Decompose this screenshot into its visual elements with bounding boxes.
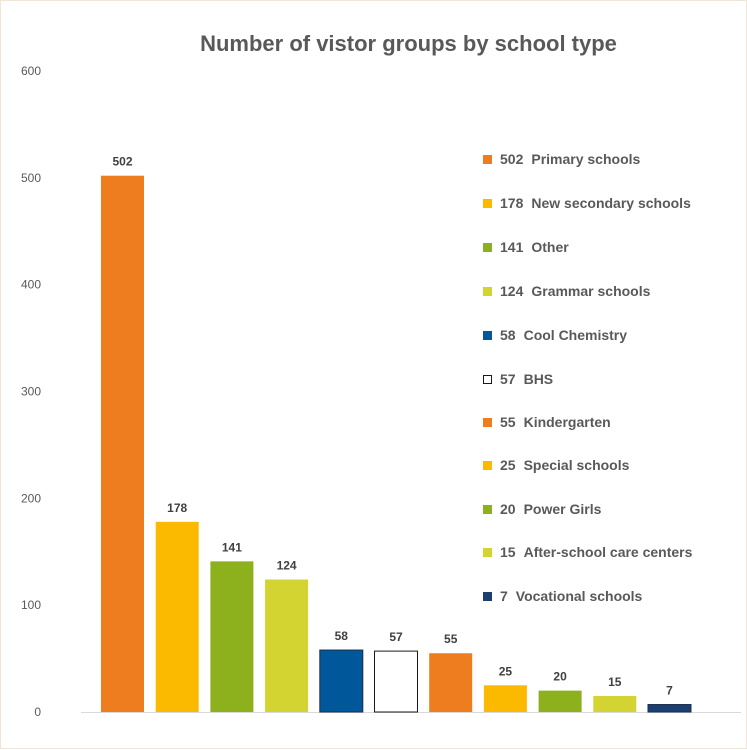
bar <box>155 521 199 712</box>
data-label: 141 <box>222 540 242 554</box>
data-label: 57 <box>389 630 403 644</box>
legend-label: Vocational schools <box>515 588 643 604</box>
legend-item: 502 Primary schools <box>483 149 640 169</box>
legend-value: 141 <box>500 239 524 255</box>
data-label: 20 <box>553 670 567 684</box>
data-label: 25 <box>499 664 513 678</box>
bar <box>483 685 527 712</box>
bar <box>210 561 254 712</box>
legend-swatch <box>483 198 492 208</box>
legend-item: 124 Grammar schools <box>483 281 650 301</box>
legend-swatch <box>483 374 492 384</box>
legend-item: 20 Power Girls <box>483 499 601 519</box>
legend-value: 502 <box>500 151 524 167</box>
bar <box>647 704 692 713</box>
legend-swatch <box>483 330 492 340</box>
legend-label: Kindergarten <box>523 414 611 430</box>
legend-item: 7 Vocational schools <box>483 586 642 606</box>
legend-value: 7 <box>500 588 508 604</box>
bar <box>429 653 473 712</box>
data-label: 58 <box>335 629 349 643</box>
legend-value: 178 <box>500 195 524 211</box>
legend-value: 58 <box>500 327 516 343</box>
legend-label: Cool Chemistry <box>523 327 628 343</box>
y-tick-label: 100 <box>21 598 41 612</box>
chart-title: Number of vistor groups by school type <box>200 31 617 56</box>
legend-item: 57 BHS <box>483 369 553 389</box>
y-tick-label: 300 <box>21 385 41 399</box>
bar <box>593 695 637 712</box>
legend-item: 58 Cool Chemistry <box>483 325 627 345</box>
legend-label: New secondary schools <box>531 195 691 211</box>
bar <box>101 175 144 713</box>
legend-label: After-school care centers <box>523 544 693 560</box>
legend-label: BHS <box>523 371 554 387</box>
bar <box>538 690 582 712</box>
legend-label: Other <box>531 239 569 255</box>
bar <box>374 650 418 713</box>
y-tick-label: 500 <box>21 171 41 185</box>
legend-swatch <box>483 286 492 296</box>
legend-item: 15 After-school care centers <box>483 542 692 562</box>
legend-label: Primary schools <box>531 151 641 167</box>
legend-swatch <box>483 417 492 427</box>
bar <box>319 649 364 713</box>
legend-swatch <box>483 242 492 252</box>
legend-value: 55 <box>500 414 516 430</box>
legend-label: Special schools <box>523 457 630 473</box>
legend-value: 20 <box>500 501 516 517</box>
y-tick-label: 600 <box>21 64 41 78</box>
data-label: 502 <box>112 155 132 169</box>
legend-swatch <box>483 154 492 164</box>
legend-item: 25 Special schools <box>483 455 629 475</box>
legend-swatch <box>483 460 492 470</box>
legend-item: 55 Kindergarten <box>483 412 611 432</box>
legend-value: 15 <box>500 544 516 560</box>
legend-swatch <box>483 504 492 514</box>
legend-label: Grammar schools <box>531 283 651 299</box>
legend-item: 178 New secondary schools <box>483 193 691 213</box>
legend-value: 57 <box>500 371 516 387</box>
data-label: 15 <box>608 675 622 689</box>
legend-swatch <box>483 591 492 601</box>
legend-swatch <box>483 547 492 557</box>
y-tick-label: 0 <box>34 705 41 719</box>
legend-value: 25 <box>500 457 516 473</box>
data-label: 178 <box>167 501 187 515</box>
y-tick-label: 200 <box>21 491 41 505</box>
legend-value: 124 <box>500 283 524 299</box>
data-label: 7 <box>666 684 673 698</box>
legend-label: Power Girls <box>523 501 602 517</box>
legend-item: 141 Other <box>483 237 569 257</box>
data-label: 55 <box>444 632 458 646</box>
bar <box>265 579 309 712</box>
y-tick-label: 400 <box>21 278 41 292</box>
data-label: 124 <box>277 559 297 573</box>
